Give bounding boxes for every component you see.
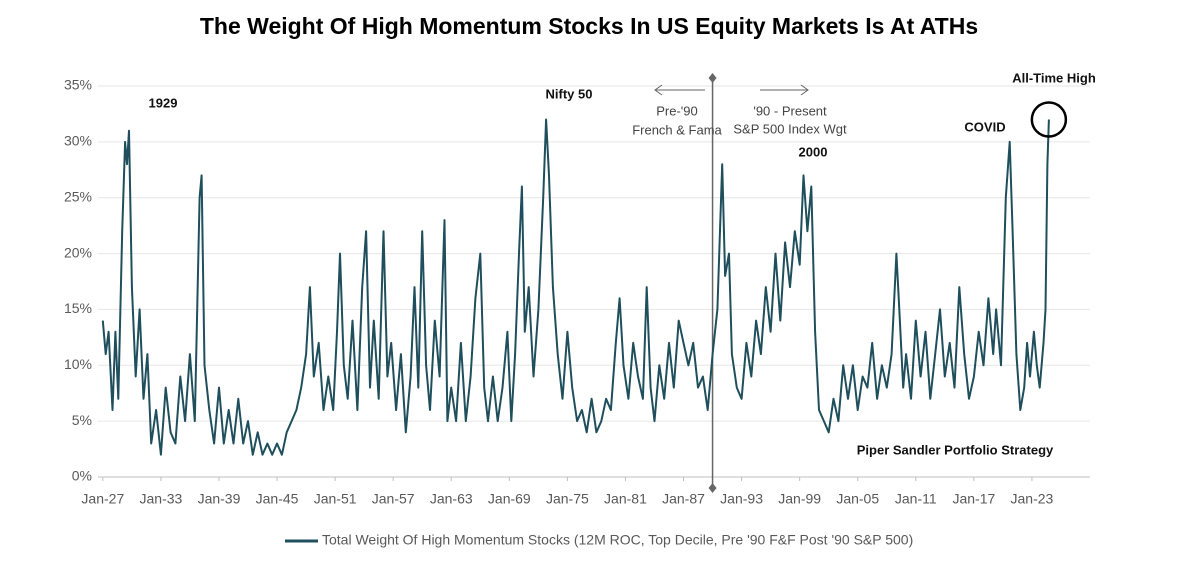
annotation: Nifty 50 [546, 86, 593, 101]
x-tick-label: Jan-87 [662, 491, 705, 507]
x-tick-label: Jan-69 [488, 491, 531, 507]
x-tick-label: Jan-17 [952, 491, 995, 507]
x-tick-label: Jan-39 [198, 491, 241, 507]
legend-label: Total Weight Of High Momentum Stocks (12… [322, 532, 913, 548]
annotation: '90 - Present [753, 103, 827, 118]
x-tick-label: Jan-27 [81, 491, 124, 507]
divider-diamond [708, 483, 717, 493]
annotation: S&P 500 Index Wgt [733, 121, 847, 136]
annotation: French & Fama [632, 122, 722, 137]
x-tick-label: Jan-99 [778, 491, 821, 507]
annotation: Pre-'90 [656, 103, 698, 118]
y-tick-label: 5% [72, 412, 92, 428]
arrow-left [654, 84, 705, 96]
x-tick-label: Jan-63 [430, 491, 473, 507]
y-tick-label: 30% [64, 133, 92, 149]
x-tick-label: Jan-23 [1011, 491, 1054, 507]
arrow-right [760, 84, 809, 96]
annotation: 2000 [799, 144, 828, 159]
y-tick-label: 25% [64, 188, 92, 204]
x-tick-label: Jan-11 [895, 491, 937, 507]
y-tick-label: 35% [64, 77, 92, 93]
highlight-circle [1030, 101, 1068, 138]
x-tick-label: Jan-93 [720, 491, 763, 507]
chart-title: The Weight Of High Momentum Stocks In US… [200, 13, 978, 39]
annotation: 1929 [149, 95, 178, 110]
annotation: COVID [964, 119, 1005, 134]
x-tick-label: Jan-75 [546, 491, 589, 507]
x-tick-label: Jan-57 [372, 491, 415, 507]
x-tick-label: Jan-81 [604, 491, 647, 507]
series-line [101, 118, 1050, 456]
y-tick-label: 10% [64, 356, 92, 372]
divider-diamond [708, 73, 717, 83]
x-tick-label: Jan-33 [140, 491, 183, 507]
annotation: Piper Sandler Portfolio Strategy [857, 442, 1054, 457]
x-tick-label: Jan-51 [314, 491, 357, 507]
y-tick-label: 15% [64, 300, 92, 316]
x-tick-label: Jan-05 [836, 491, 879, 507]
y-tick-label: 20% [64, 244, 92, 260]
y-tick-label: 0% [72, 468, 92, 484]
x-tick-label: Jan-45 [256, 491, 299, 507]
annotation: All-Time High [1012, 70, 1096, 85]
